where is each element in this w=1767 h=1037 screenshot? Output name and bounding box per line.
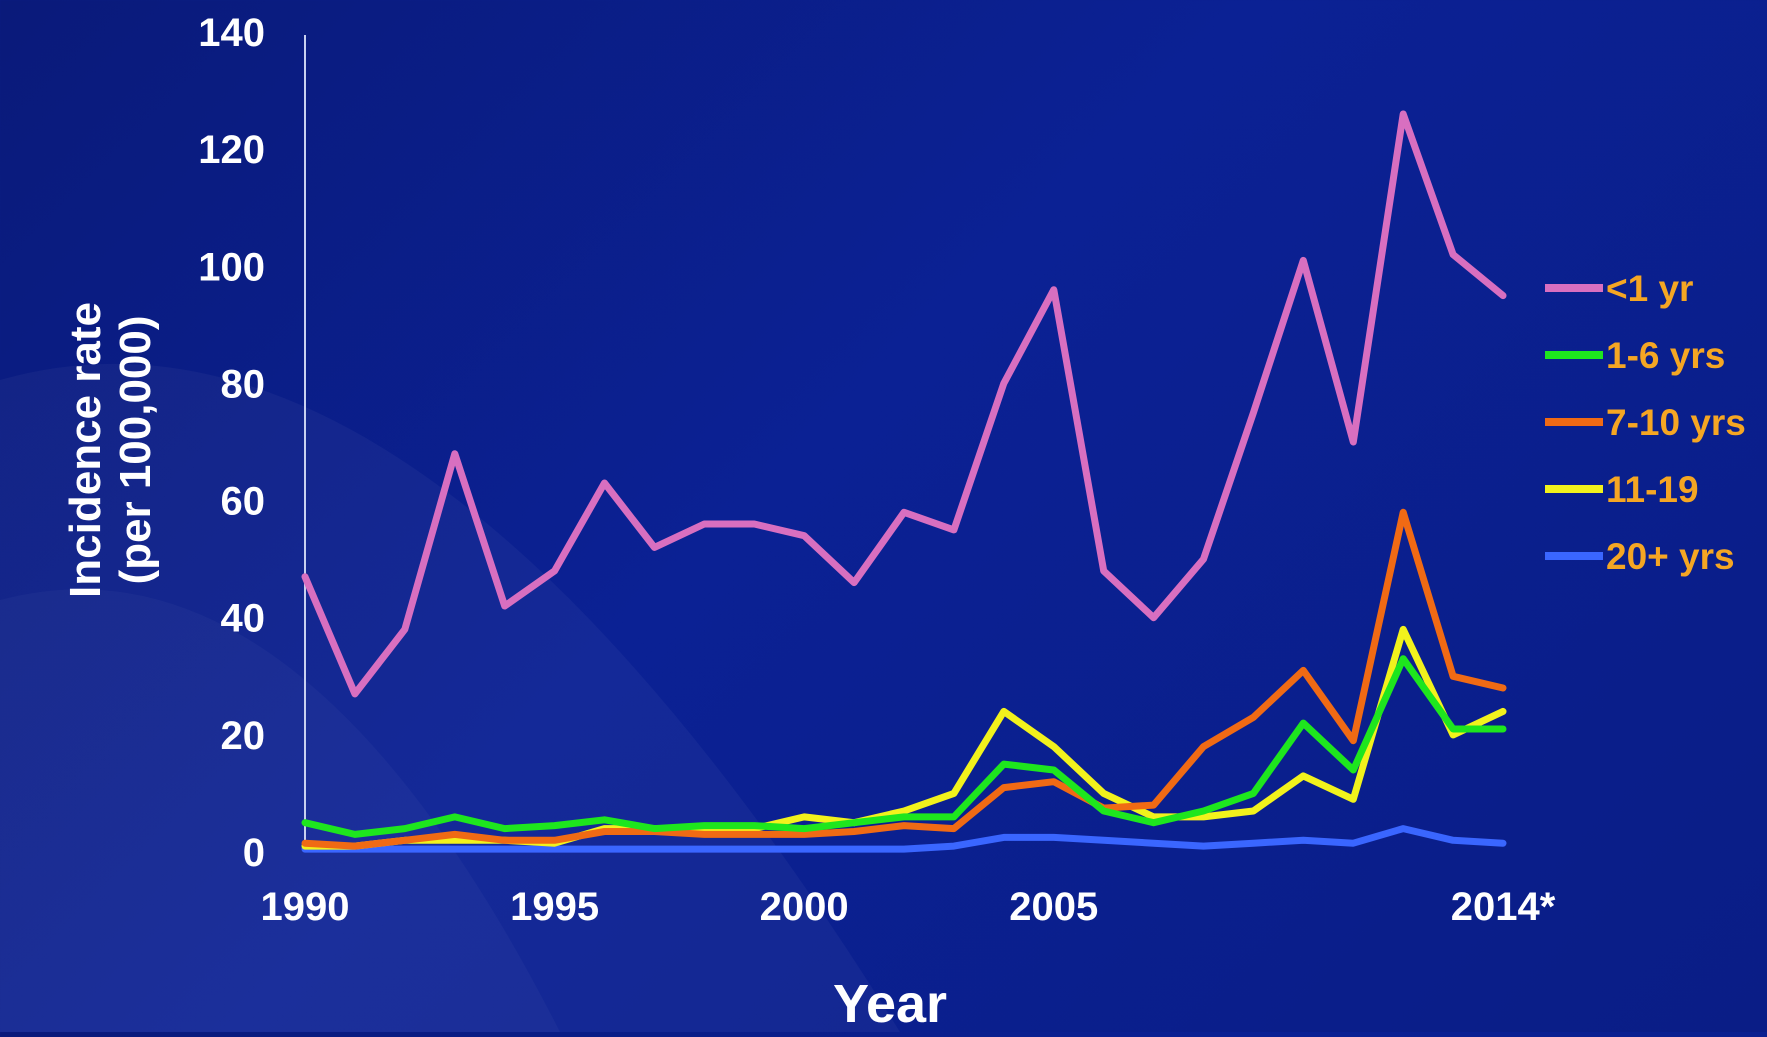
legend-label: <1 yr bbox=[1606, 268, 1693, 309]
series-line bbox=[301, 655, 1507, 838]
y-tick-labels: 0 20 40 60 80 100 120 140 bbox=[198, 11, 265, 875]
x-tick-label: 1995 bbox=[510, 885, 599, 929]
series-line bbox=[301, 825, 1507, 853]
legend-label: 7-10 yrs bbox=[1606, 402, 1746, 443]
legend-label: 11-19 bbox=[1606, 469, 1699, 510]
x-tick-label: 1990 bbox=[261, 885, 350, 929]
background-sweep bbox=[0, 363, 900, 1032]
legend-label: 1-6 yrs bbox=[1606, 335, 1725, 376]
y-axis-label-line2: (per 100,000) bbox=[111, 315, 160, 584]
y-tick-label: 0 bbox=[243, 831, 265, 875]
series-lines bbox=[301, 110, 1507, 853]
series-line bbox=[301, 110, 1507, 698]
x-axis-label: Year bbox=[833, 974, 947, 1032]
y-tick-label: 100 bbox=[198, 245, 265, 289]
y-tick-label: 20 bbox=[221, 714, 266, 758]
x-tick-labels: 1990 1995 2000 2005 2014* bbox=[261, 885, 1556, 929]
y-tick-label: 80 bbox=[221, 362, 266, 406]
y-tick-label: 140 bbox=[198, 11, 265, 55]
x-tick-label: 2014* bbox=[1451, 885, 1556, 929]
y-tick-label: 40 bbox=[221, 597, 266, 641]
y-axis-label-line1: Incidence rate bbox=[61, 302, 110, 598]
series-line bbox=[301, 508, 1507, 850]
x-tick-label: 2005 bbox=[1009, 885, 1098, 929]
y-tick-label: 60 bbox=[221, 480, 266, 524]
x-tick-label: 2000 bbox=[760, 885, 849, 929]
legend-label: 20+ yrs bbox=[1606, 536, 1735, 577]
y-tick-label: 120 bbox=[198, 128, 265, 172]
legend: <1 yr 1-6 yrs 7-10 yrs 11-19 20+ yrs bbox=[1545, 268, 1746, 577]
